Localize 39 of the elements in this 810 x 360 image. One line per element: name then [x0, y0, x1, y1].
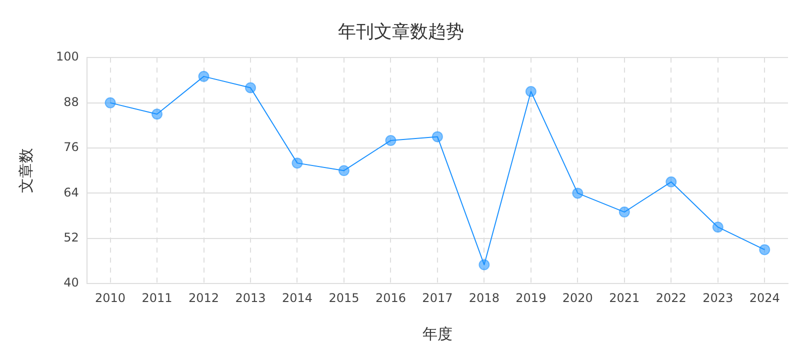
point — [292, 158, 303, 169]
y-tick-label: 52 — [64, 230, 79, 245]
x-tick-label: 2012 — [188, 290, 220, 305]
point — [478, 259, 490, 270]
point — [198, 70, 210, 82]
point — [152, 108, 163, 120]
point — [572, 188, 584, 199]
x-tick-label: 2021 — [609, 290, 640, 305]
x-tick-label: 2020 — [562, 290, 593, 305]
point — [712, 222, 724, 233]
point — [104, 97, 116, 108]
point — [432, 131, 443, 142]
y-axis-title: 文章数 — [16, 148, 35, 194]
x-tick-label: 2014 — [282, 290, 313, 305]
x-tick-label: 2016 — [375, 290, 406, 305]
y-tick-label: 88 — [64, 94, 79, 109]
point — [244, 82, 256, 94]
x-tick-label: 2019 — [516, 290, 546, 305]
x-tick-label: 2022 — [656, 290, 686, 305]
x-tick-label: 2013 — [235, 290, 266, 305]
x-tick-label: 2015 — [328, 290, 360, 305]
y-tick-label: 40 — [64, 276, 79, 290]
x-tick-label: 2023 — [702, 290, 734, 305]
point — [618, 206, 630, 218]
y-tick-label: 64 — [64, 185, 79, 200]
y-tick-label: 76 — [64, 140, 79, 154]
chart-title: 年刊文章数趋势 — [338, 21, 464, 42]
point — [338, 165, 350, 176]
point — [385, 134, 396, 146]
point — [666, 176, 677, 188]
point — [525, 86, 536, 97]
x-axis-title: 年度 — [422, 324, 452, 343]
x-tick-label: 2018 — [468, 290, 500, 305]
x-tick-label: 2011 — [142, 290, 172, 305]
y-tick-label: 100 — [56, 50, 79, 64]
x-tick-label: 2017 — [422, 290, 453, 305]
x-tick-label: 2010 — [95, 290, 126, 305]
x-tick-label: 2024 — [749, 290, 780, 305]
point — [759, 244, 770, 256]
